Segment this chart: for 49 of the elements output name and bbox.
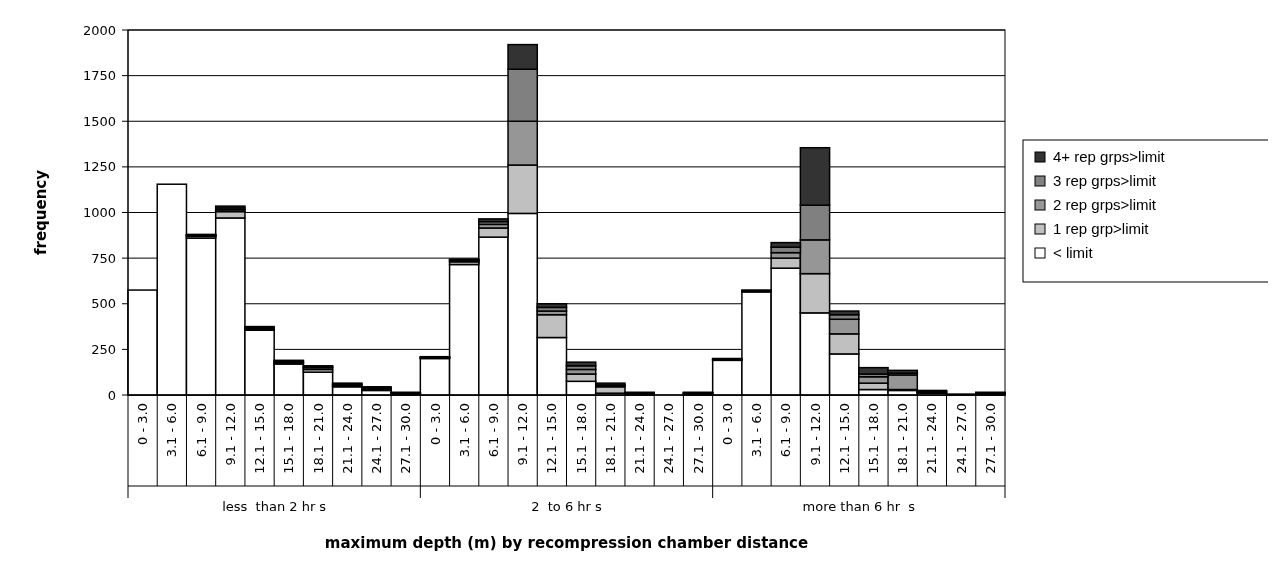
x-tick-label: 21.1 - 24.0 [632, 403, 648, 474]
x-tick-label: 15.1 - 18.0 [281, 403, 297, 474]
y-tick-label: 250 [91, 341, 116, 357]
x-tick-label: 3.1 - 6.0 [164, 403, 180, 458]
y-tick-label: 1000 [82, 205, 116, 221]
x-tick-label: 12.1 - 15.0 [836, 403, 852, 474]
y-tick-label: 500 [91, 296, 116, 312]
text: less than 2 hr s [222, 498, 327, 514]
x-tick-label: 6.1 - 9.0 [193, 403, 209, 458]
x-tick-label: 18.1 - 21.0 [310, 403, 326, 474]
x-tick-label: 27.1 - 30.0 [398, 403, 414, 474]
text: 2 to 6 hr s [531, 498, 603, 514]
y-tick-label: 1250 [82, 159, 116, 175]
y-tick-label: 1750 [82, 68, 116, 84]
x-tick-label: 12.1 - 15.0 [544, 403, 560, 474]
x-tick-label: 24.1 - 27.0 [661, 403, 677, 474]
x-tick-label: 21.1 - 24.0 [339, 403, 355, 474]
legend-label: 2 rep grps>limit [1053, 196, 1157, 214]
x-tick-label: 24.1 - 27.0 [369, 403, 385, 474]
x-tick-label: 3.1 - 6.0 [456, 403, 472, 458]
x-tick-label: 27.1 - 30.0 [982, 403, 998, 474]
x-tick-label: 6.1 - 9.0 [778, 403, 794, 458]
x-tick-label: 9.1 - 12.0 [515, 403, 531, 466]
x-tick-label: 0 - 3.0 [427, 403, 443, 445]
legend-label: < limit [1053, 244, 1094, 262]
legend-label: 3 rep grps>limit [1053, 172, 1157, 190]
x-tick-label: 15.1 - 18.0 [573, 403, 589, 474]
x-axis-title: maximum depth (m) by recompression chamber distance [324, 534, 809, 552]
y-tick-label: 0 [107, 387, 116, 403]
x-tick-label: 0 - 3.0 [719, 403, 735, 445]
x-tick-label: 3.1 - 6.0 [749, 403, 765, 458]
text: more than 6 hr s [802, 498, 916, 514]
y-tick-label: 750 [91, 250, 116, 266]
x-tick-label: 27.1 - 30.0 [690, 403, 706, 474]
x-tick-label: 18.1 - 21.0 [895, 403, 911, 474]
x-tick-label: 18.1 - 21.0 [602, 403, 618, 474]
x-tick-label: 6.1 - 9.0 [485, 403, 501, 458]
x-tick-label: 9.1 - 12.0 [222, 403, 238, 466]
y-axis-title: frequency [32, 169, 50, 256]
legend-label: 1 rep grp>limit [1053, 220, 1150, 238]
legend-label: 4+ rep grps>limit [1053, 148, 1166, 166]
x-tick-label: 12.1 - 15.0 [252, 403, 268, 474]
x-tick-label: 9.1 - 12.0 [807, 403, 823, 466]
x-tick-label: 21.1 - 24.0 [924, 403, 940, 474]
x-tick-label: 0 - 3.0 [135, 403, 151, 445]
y-tick-label: 2000 [82, 22, 116, 38]
x-tick-label: 15.1 - 18.0 [866, 403, 881, 474]
x-tick-label: 24.1 - 27.0 [953, 403, 969, 474]
y-tick-label: 1500 [82, 113, 116, 129]
